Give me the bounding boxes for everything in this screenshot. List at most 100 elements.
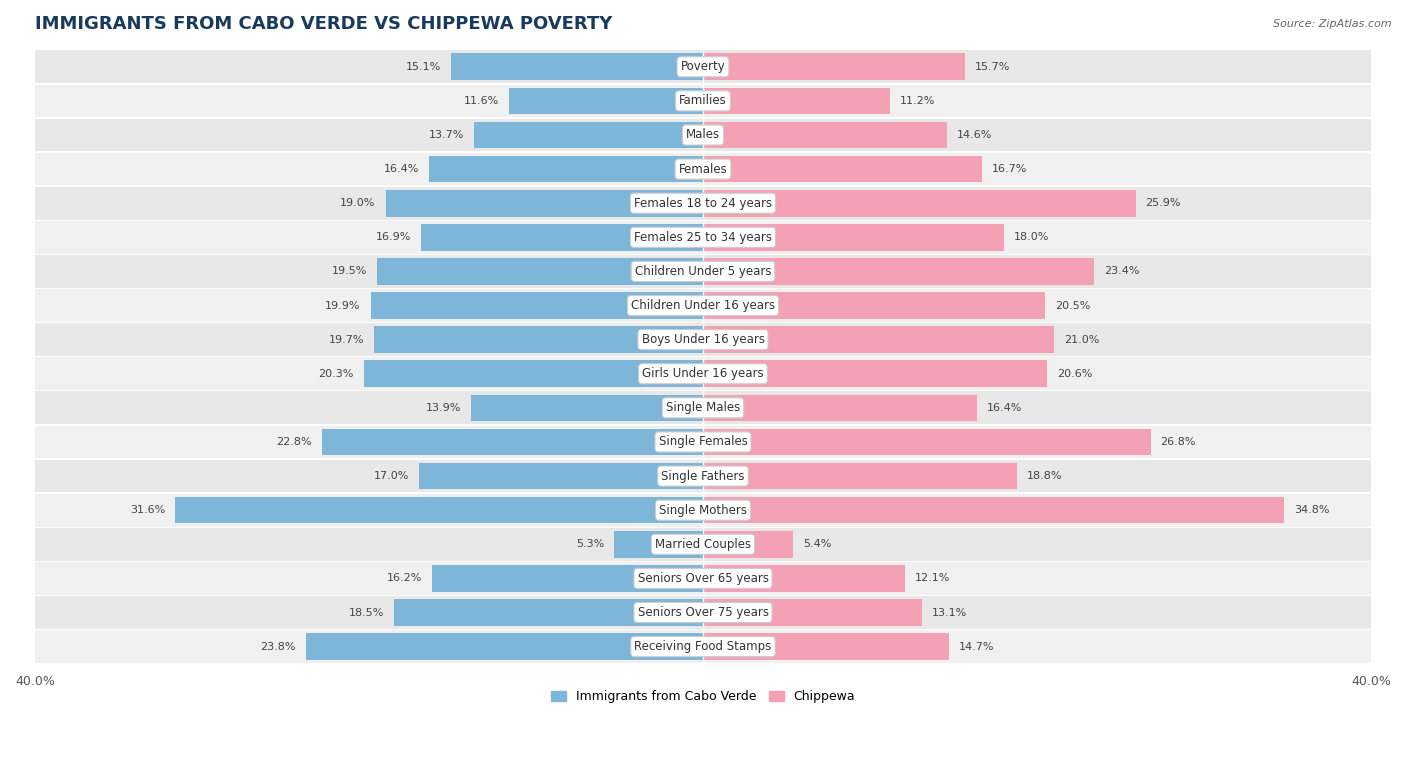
Bar: [703, 224, 1004, 251]
Bar: [471, 395, 703, 421]
Legend: Immigrants from Cabo Verde, Chippewa: Immigrants from Cabo Verde, Chippewa: [546, 685, 860, 708]
Bar: [35, 493, 1371, 527]
Text: 20.3%: 20.3%: [319, 368, 354, 379]
Bar: [35, 255, 1371, 288]
Bar: [35, 630, 1371, 663]
Text: 16.9%: 16.9%: [375, 232, 411, 243]
Text: 25.9%: 25.9%: [1146, 198, 1181, 208]
Text: Children Under 16 years: Children Under 16 years: [631, 299, 775, 312]
Bar: [35, 289, 1371, 322]
Bar: [703, 190, 1136, 217]
Bar: [371, 293, 703, 319]
Text: Single Mothers: Single Mothers: [659, 503, 747, 517]
Text: 21.0%: 21.0%: [1064, 334, 1099, 345]
Bar: [35, 528, 1371, 561]
Text: 15.1%: 15.1%: [405, 61, 441, 72]
Bar: [322, 429, 703, 456]
Bar: [35, 562, 1371, 595]
Text: Females 18 to 24 years: Females 18 to 24 years: [634, 197, 772, 210]
Bar: [35, 186, 1371, 220]
Text: Poverty: Poverty: [681, 61, 725, 74]
Text: 18.8%: 18.8%: [1026, 471, 1063, 481]
Text: 11.6%: 11.6%: [464, 96, 499, 106]
Text: 13.9%: 13.9%: [426, 402, 461, 413]
Text: Seniors Over 65 years: Seniors Over 65 years: [637, 572, 769, 585]
Text: 5.4%: 5.4%: [803, 539, 831, 550]
Bar: [614, 531, 703, 558]
Bar: [374, 327, 703, 353]
Text: 12.1%: 12.1%: [915, 573, 950, 584]
Text: 19.0%: 19.0%: [340, 198, 375, 208]
Bar: [703, 565, 905, 592]
Text: 26.8%: 26.8%: [1160, 437, 1197, 447]
Text: 31.6%: 31.6%: [129, 505, 166, 515]
Bar: [35, 596, 1371, 629]
Text: Married Couples: Married Couples: [655, 537, 751, 551]
Text: 19.5%: 19.5%: [332, 266, 367, 277]
Text: Receiving Food Stamps: Receiving Food Stamps: [634, 640, 772, 653]
Text: Females: Females: [679, 163, 727, 176]
Bar: [451, 54, 703, 80]
Text: 13.1%: 13.1%: [932, 607, 967, 618]
Text: 14.6%: 14.6%: [957, 130, 993, 140]
Text: 17.0%: 17.0%: [374, 471, 409, 481]
Bar: [35, 391, 1371, 424]
Text: 34.8%: 34.8%: [1295, 505, 1330, 515]
Text: 23.8%: 23.8%: [260, 641, 295, 652]
Text: Girls Under 16 years: Girls Under 16 years: [643, 367, 763, 381]
Bar: [703, 361, 1047, 387]
Text: 16.4%: 16.4%: [384, 164, 419, 174]
Bar: [305, 634, 703, 660]
Text: 14.7%: 14.7%: [959, 641, 994, 652]
Bar: [429, 156, 703, 183]
Bar: [703, 327, 1053, 353]
Text: 18.0%: 18.0%: [1014, 232, 1049, 243]
Bar: [703, 531, 793, 558]
Bar: [703, 88, 890, 114]
Bar: [703, 293, 1046, 319]
Text: Single Fathers: Single Fathers: [661, 469, 745, 483]
Bar: [703, 156, 981, 183]
Bar: [419, 463, 703, 490]
Text: 19.9%: 19.9%: [325, 300, 360, 311]
Text: 15.7%: 15.7%: [976, 61, 1011, 72]
Text: 13.7%: 13.7%: [429, 130, 464, 140]
Bar: [385, 190, 703, 217]
Bar: [703, 634, 949, 660]
Bar: [703, 463, 1017, 490]
Text: Families: Families: [679, 95, 727, 108]
Text: 20.6%: 20.6%: [1057, 368, 1092, 379]
Text: 5.3%: 5.3%: [576, 539, 605, 550]
Text: IMMIGRANTS FROM CABO VERDE VS CHIPPEWA POVERTY: IMMIGRANTS FROM CABO VERDE VS CHIPPEWA P…: [35, 15, 612, 33]
Bar: [703, 258, 1094, 285]
Bar: [420, 224, 703, 251]
Bar: [176, 497, 703, 524]
Bar: [703, 497, 1284, 524]
Bar: [703, 429, 1150, 456]
Text: 22.8%: 22.8%: [277, 437, 312, 447]
Bar: [35, 357, 1371, 390]
Bar: [703, 122, 946, 149]
Bar: [35, 221, 1371, 254]
Bar: [364, 361, 703, 387]
Bar: [35, 118, 1371, 152]
Bar: [377, 258, 703, 285]
Text: Males: Males: [686, 129, 720, 142]
Bar: [703, 600, 922, 626]
Text: 16.2%: 16.2%: [387, 573, 422, 584]
Text: 20.5%: 20.5%: [1056, 300, 1091, 311]
Text: Children Under 5 years: Children Under 5 years: [634, 265, 772, 278]
Text: 19.7%: 19.7%: [329, 334, 364, 345]
Bar: [35, 152, 1371, 186]
Text: 18.5%: 18.5%: [349, 607, 384, 618]
Bar: [703, 54, 965, 80]
Bar: [35, 84, 1371, 117]
Text: 16.4%: 16.4%: [987, 402, 1022, 413]
Text: 11.2%: 11.2%: [900, 96, 935, 106]
Bar: [35, 323, 1371, 356]
Bar: [703, 395, 977, 421]
Bar: [394, 600, 703, 626]
Bar: [433, 565, 703, 592]
Bar: [509, 88, 703, 114]
Text: Single Males: Single Males: [666, 401, 740, 415]
